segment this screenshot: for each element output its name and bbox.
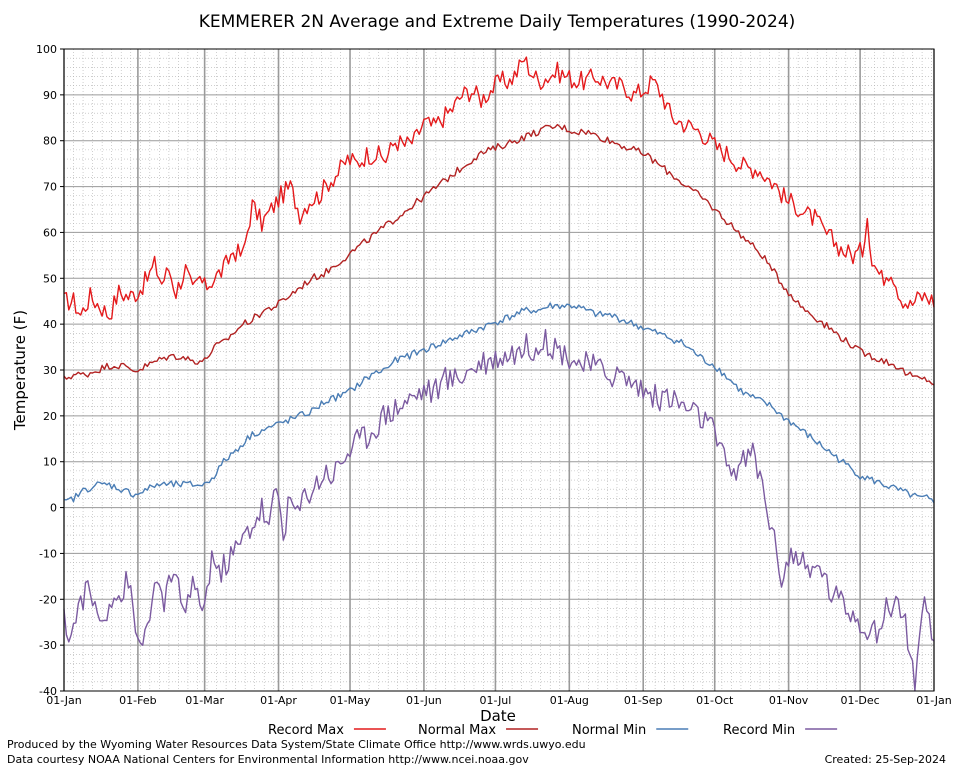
y-tick-label: -40	[39, 685, 57, 698]
x-tick-label: 01-Sep	[624, 694, 663, 707]
footer-data-courtesy: Data courtesy NOAA National Centers for …	[7, 753, 529, 766]
y-tick-label: 40	[43, 318, 57, 331]
x-tick-label: 01-Jan	[46, 694, 82, 707]
legend-label: Normal Min	[572, 723, 646, 738]
legend: Record Max Normal Max Normal Min Record Min	[268, 723, 838, 738]
y-tick-label: -30	[39, 639, 57, 652]
x-tick-label: 01-Feb	[119, 694, 156, 707]
x-tick-label: 01-Jun	[406, 694, 442, 707]
y-tick-label: 0	[50, 502, 57, 515]
series-line-record-min	[63, 328, 935, 692]
y-tick-label: -10	[39, 547, 57, 560]
x-tick-label: 01-Jul	[479, 694, 511, 707]
footer-created: Created: 25-Sep-2024	[824, 753, 946, 766]
y-tick-label: 30	[43, 364, 57, 377]
series-layer	[63, 56, 935, 692]
x-axis-ticks: 01-Jan 01-Feb 01-Mar 01-Apr 01-May 01-Jun 01-J…	[46, 694, 952, 707]
y-tick-label: 80	[43, 135, 57, 148]
y-tick-label: 100	[36, 43, 57, 56]
x-tick-label: 01-Aug	[550, 694, 589, 707]
y-tick-label: 10	[43, 456, 57, 469]
legend-label: Normal Max	[418, 723, 496, 738]
series-line-normal-max	[63, 123, 935, 386]
x-tick-label: 01-May	[330, 694, 371, 707]
x-axis-label: Date	[480, 707, 516, 725]
y-tick-label: 70	[43, 181, 57, 194]
x-tick-label: 01-Nov	[769, 694, 809, 707]
y-axis-label: Temperature (F)	[11, 310, 29, 431]
x-tick-label: 01-Dec	[840, 694, 879, 707]
series-line-normal-min	[63, 302, 935, 504]
legend-label: Record Min	[723, 723, 795, 738]
x-tick-label: 01-Jan	[916, 694, 952, 707]
y-tick-label: 50	[43, 272, 57, 285]
chart-title: KEMMERER 2N Average and Extreme Daily Te…	[199, 12, 796, 32]
y-tick-label: -20	[39, 593, 57, 606]
legend-label: Record Max	[268, 723, 344, 738]
x-tick-label: 01-Apr	[260, 694, 297, 707]
x-tick-label: 01-Oct	[696, 694, 734, 707]
y-tick-label: 60	[43, 226, 57, 239]
x-tick-label: 01-Mar	[185, 694, 224, 707]
y-tick-label: 20	[43, 410, 57, 423]
footer-produced-by: Produced by the Wyoming Water Resources …	[7, 738, 586, 751]
y-tick-label: 90	[43, 89, 57, 102]
series-line-record-max	[63, 56, 935, 320]
